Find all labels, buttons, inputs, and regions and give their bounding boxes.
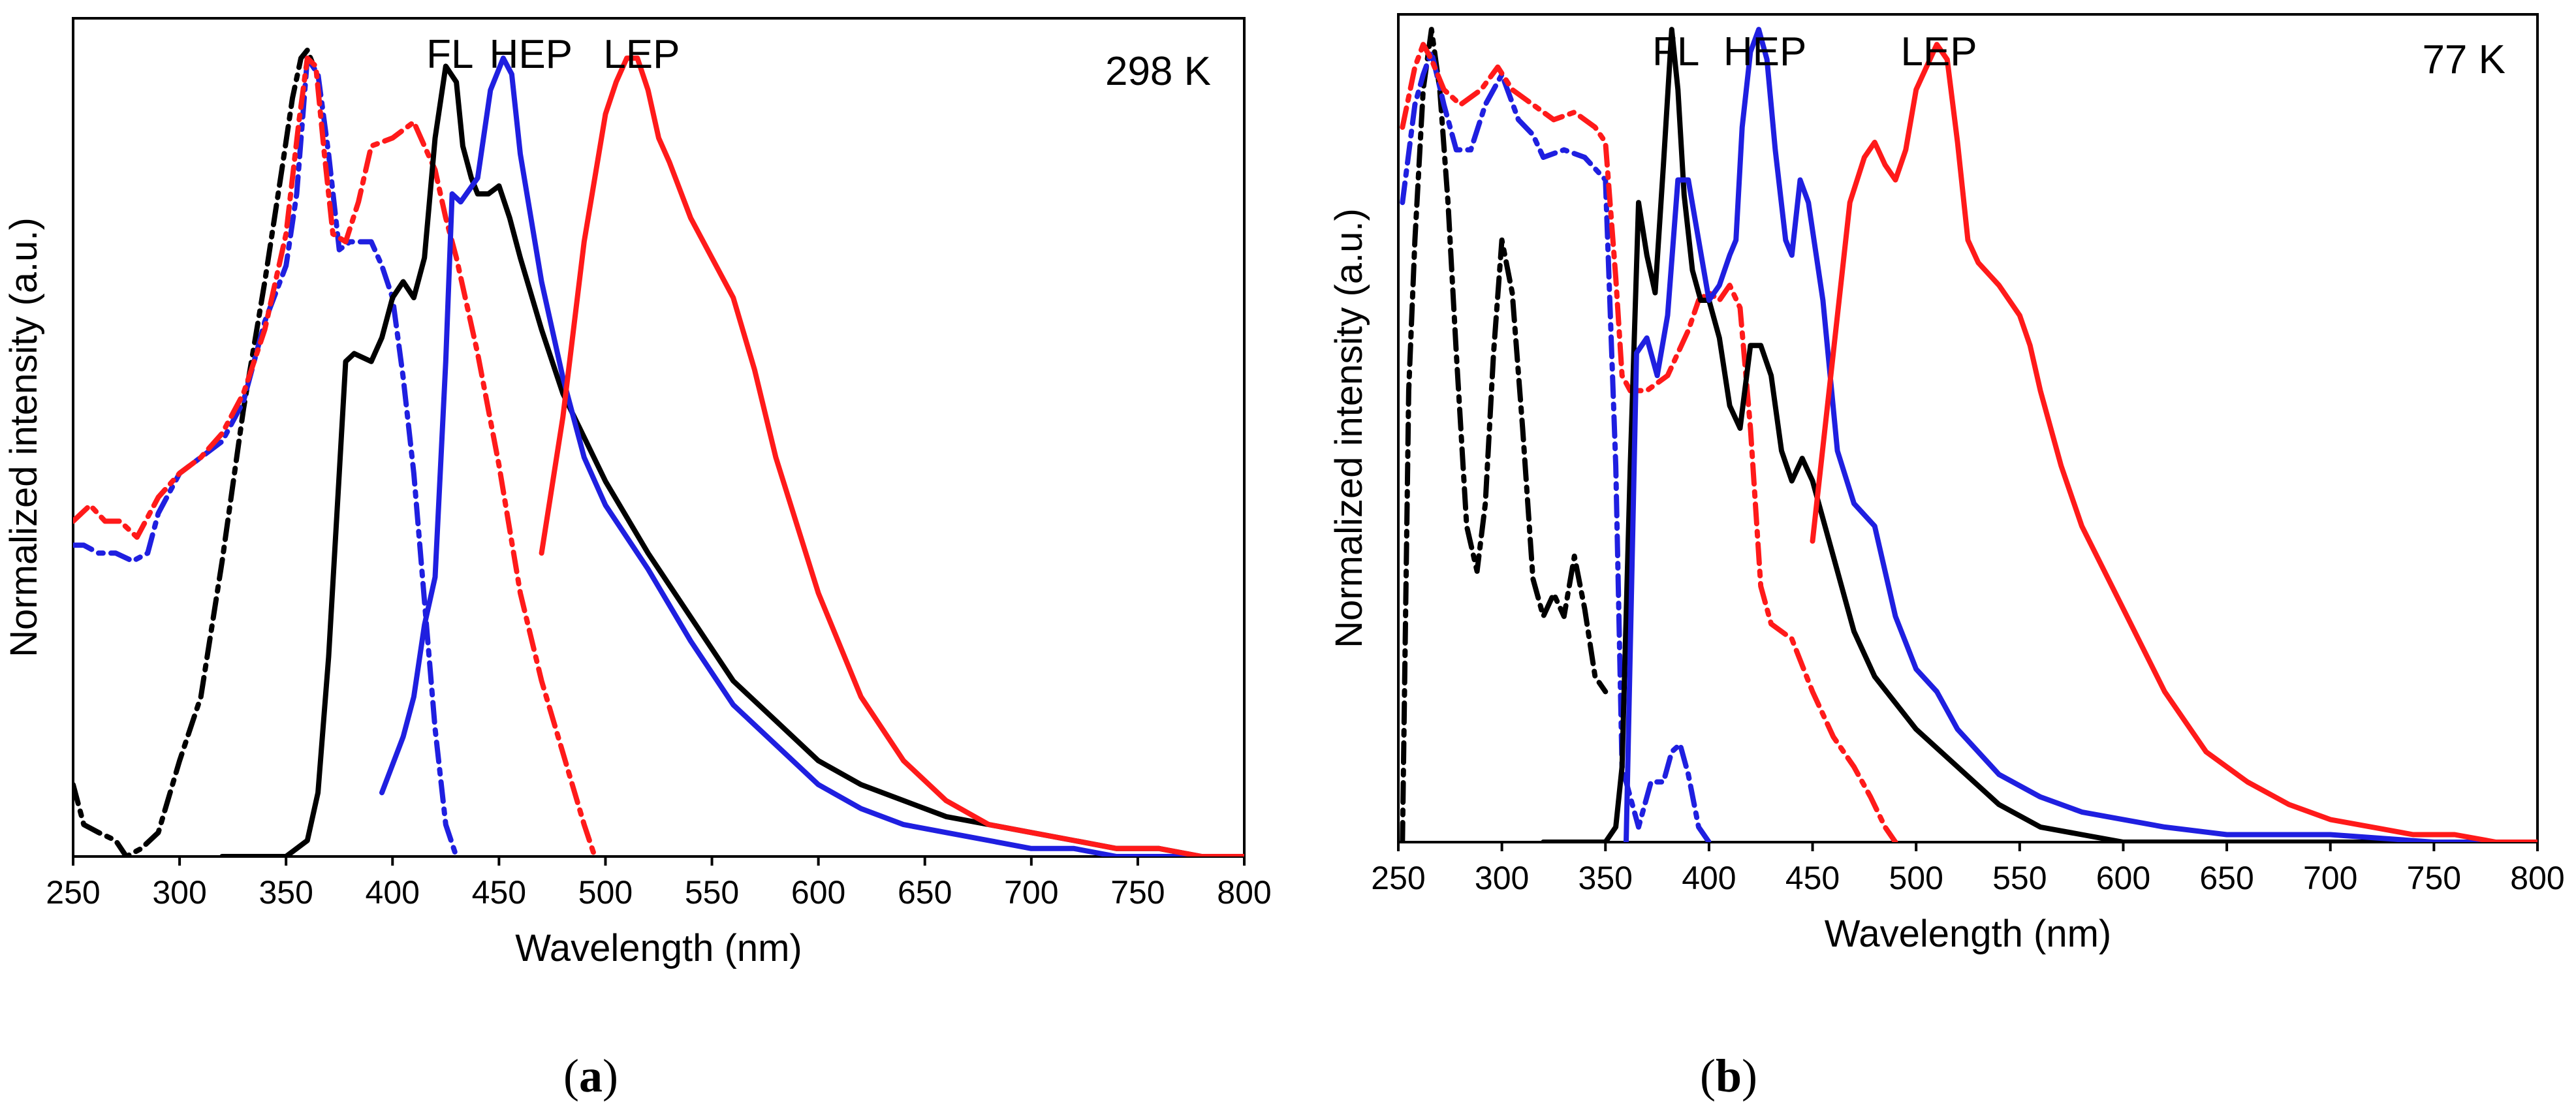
x-ticks-a: 250 300 350 400 450 500 550 600 650 700 750 800 [46,856,1272,911]
series-black-excitation-line [1400,27,1609,842]
series-hep-line [379,55,1244,856]
x-tick-label: 650 [898,874,952,911]
x-axis-label-a: Wavelength (nm) [515,927,802,969]
series-fl-line [219,63,1244,856]
x-tick-label: 450 [472,874,526,911]
x-tick-label: 700 [2303,860,2357,896]
x-tick-label: 250 [46,874,100,911]
peak-label-fl-a: FL [426,32,473,77]
panel-b: 250 300 350 400 450 500 550 600 650 700 750 800 Wav… [1328,13,2565,1102]
peak-label-hep-a: HEP [490,32,573,77]
x-tick-label: 500 [578,874,633,911]
panel-letter-a: a [579,1050,603,1102]
series-layer-b [1400,27,2537,842]
x-tick-label: 600 [2096,860,2150,896]
x-ticks-b: 250 300 350 400 450 500 550 600 650 700 750 800 [1371,842,2565,896]
x-tick-label: 550 [685,874,739,911]
plot-frame-a [72,17,1246,858]
temperature-label-a: 298 K [1105,49,1211,94]
x-tick-label: 450 [1785,860,1840,896]
x-tick-label: 700 [1004,874,1058,911]
x-tick-label: 400 [1682,860,1736,896]
y-axis-label-b: Normalized intensity (a.u.) [1328,208,1370,648]
series-blue-excitation-line [1400,49,1712,842]
x-tick-label: 800 [1217,874,1271,911]
series-lep-line [539,55,1244,856]
x-axis-label-b: Wavelength (nm) [1825,913,2111,955]
x-tick-label: 650 [2199,860,2254,896]
panel-caption-a: (a) [563,1050,618,1102]
peak-label-lep-b: LEP [1900,29,1977,74]
x-tick-label: 250 [1371,860,1425,896]
series-lep-line [1810,42,2537,842]
series-layer-a [73,47,1244,856]
x-tick-label: 800 [2510,860,2564,896]
series-hep-line [1624,27,2537,842]
x-tick-label: 400 [366,874,420,911]
temperature-label-b: 77 K [2422,37,2505,82]
panel-letter-b: b [1716,1050,1742,1102]
x-tick-label: 300 [1475,860,1529,896]
peak-label-lep-a: LEP [603,32,680,77]
x-tick-label: 350 [259,874,313,911]
series-red-excitation-line [73,55,598,856]
x-tick-label: 550 [1992,860,2047,896]
x-tick-label: 750 [2407,860,2461,896]
series-fl-line [1541,27,2537,842]
peak-label-hep-b: HEP [1723,29,1806,74]
series-blue-excitation-line [73,55,460,856]
panel-a: 250 300 350 400 450 500 550 600 650 700 750 800 Wav… [3,17,1272,1102]
series-black-excitation-line [73,47,317,856]
y-axis-label-a: Normalized intensity (a.u.) [3,217,45,657]
series-red-excitation-line [1400,42,1898,842]
x-tick-label: 600 [791,874,845,911]
panel-caption-b: (b) [1700,1050,1757,1102]
x-tick-label: 750 [1110,874,1165,911]
plot-frame-b [1397,13,2539,843]
x-tick-label: 350 [1579,860,1633,896]
x-tick-label: 500 [1889,860,1943,896]
x-tick-label: 300 [152,874,206,911]
peak-label-fl-b: FL [1652,29,1699,74]
